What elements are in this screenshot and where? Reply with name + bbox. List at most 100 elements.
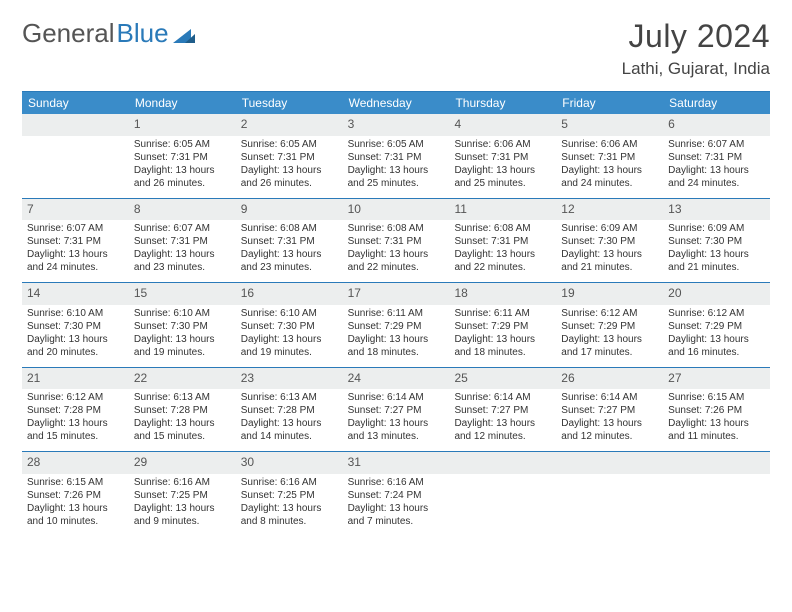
sunset-line: Sunset: 7:31 PM xyxy=(454,151,551,164)
sunset-line: Sunset: 7:31 PM xyxy=(134,235,231,248)
day-cell-empty xyxy=(663,452,770,536)
day-number: 14 xyxy=(22,283,129,305)
day-header-friday: Friday xyxy=(556,92,663,114)
sunset-line: Sunset: 7:26 PM xyxy=(668,404,765,417)
day-number: 23 xyxy=(236,368,343,390)
sunrise-line: Sunrise: 6:12 AM xyxy=(668,307,765,320)
daylight-line: Daylight: 13 hours and 20 minutes. xyxy=(27,333,124,359)
daylight-line: Daylight: 13 hours and 15 minutes. xyxy=(134,417,231,443)
sunrise-line: Sunrise: 6:06 AM xyxy=(561,138,658,151)
daylight-line: Daylight: 13 hours and 23 minutes. xyxy=(241,248,338,274)
day-body: Sunrise: 6:13 AMSunset: 7:28 PMDaylight:… xyxy=(236,389,343,451)
daylight-line: Daylight: 13 hours and 8 minutes. xyxy=(241,502,338,528)
daylight-line: Daylight: 13 hours and 25 minutes. xyxy=(454,164,551,190)
day-number: 21 xyxy=(22,368,129,390)
day-body: Sunrise: 6:09 AMSunset: 7:30 PMDaylight:… xyxy=(663,220,770,282)
day-number: 7 xyxy=(22,199,129,221)
day-body: Sunrise: 6:06 AMSunset: 7:31 PMDaylight:… xyxy=(449,136,556,198)
day-cell-31: 31Sunrise: 6:16 AMSunset: 7:24 PMDayligh… xyxy=(343,452,450,536)
day-number: 18 xyxy=(449,283,556,305)
daylight-line: Daylight: 13 hours and 25 minutes. xyxy=(348,164,445,190)
sunset-line: Sunset: 7:31 PM xyxy=(561,151,658,164)
day-number: 10 xyxy=(343,199,450,221)
logo: GeneralBlue xyxy=(22,18,195,49)
daylight-line: Daylight: 13 hours and 16 minutes. xyxy=(668,333,765,359)
day-cell-24: 24Sunrise: 6:14 AMSunset: 7:27 PMDayligh… xyxy=(343,368,450,452)
day-body: Sunrise: 6:07 AMSunset: 7:31 PMDaylight:… xyxy=(22,220,129,282)
day-number: 25 xyxy=(449,368,556,390)
day-number: 26 xyxy=(556,368,663,390)
sunset-line: Sunset: 7:27 PM xyxy=(454,404,551,417)
daylight-line: Daylight: 13 hours and 17 minutes. xyxy=(561,333,658,359)
day-cell-2: 2Sunrise: 6:05 AMSunset: 7:31 PMDaylight… xyxy=(236,114,343,198)
sunset-line: Sunset: 7:27 PM xyxy=(348,404,445,417)
sunset-line: Sunset: 7:27 PM xyxy=(561,404,658,417)
day-body: Sunrise: 6:08 AMSunset: 7:31 PMDaylight:… xyxy=(343,220,450,282)
sunrise-line: Sunrise: 6:11 AM xyxy=(348,307,445,320)
sunrise-line: Sunrise: 6:10 AM xyxy=(241,307,338,320)
daylight-line: Daylight: 13 hours and 24 minutes. xyxy=(668,164,765,190)
day-number: 31 xyxy=(343,452,450,474)
day-cell-3: 3Sunrise: 6:05 AMSunset: 7:31 PMDaylight… xyxy=(343,114,450,198)
sunset-line: Sunset: 7:31 PM xyxy=(454,235,551,248)
day-cell-17: 17Sunrise: 6:11 AMSunset: 7:29 PMDayligh… xyxy=(343,283,450,367)
sunrise-line: Sunrise: 6:09 AM xyxy=(561,222,658,235)
daylight-line: Daylight: 13 hours and 22 minutes. xyxy=(348,248,445,274)
sunrise-line: Sunrise: 6:14 AM xyxy=(561,391,658,404)
day-body: Sunrise: 6:10 AMSunset: 7:30 PMDaylight:… xyxy=(129,305,236,367)
day-cell-26: 26Sunrise: 6:14 AMSunset: 7:27 PMDayligh… xyxy=(556,368,663,452)
day-number xyxy=(22,114,129,136)
day-header-thursday: Thursday xyxy=(449,92,556,114)
week-row: 1Sunrise: 6:05 AMSunset: 7:31 PMDaylight… xyxy=(22,114,770,198)
daylight-line: Daylight: 13 hours and 18 minutes. xyxy=(348,333,445,359)
daylight-line: Daylight: 13 hours and 14 minutes. xyxy=(241,417,338,443)
week-row: 7Sunrise: 6:07 AMSunset: 7:31 PMDaylight… xyxy=(22,198,770,283)
sunrise-line: Sunrise: 6:12 AM xyxy=(561,307,658,320)
sunrise-line: Sunrise: 6:07 AM xyxy=(668,138,765,151)
day-body: Sunrise: 6:12 AMSunset: 7:29 PMDaylight:… xyxy=(556,305,663,367)
logo-icon xyxy=(173,25,195,43)
sunrise-line: Sunrise: 6:05 AM xyxy=(241,138,338,151)
day-body: Sunrise: 6:14 AMSunset: 7:27 PMDaylight:… xyxy=(343,389,450,451)
day-cell-4: 4Sunrise: 6:06 AMSunset: 7:31 PMDaylight… xyxy=(449,114,556,198)
day-body: Sunrise: 6:08 AMSunset: 7:31 PMDaylight:… xyxy=(236,220,343,282)
day-number: 1 xyxy=(129,114,236,136)
day-cell-23: 23Sunrise: 6:13 AMSunset: 7:28 PMDayligh… xyxy=(236,368,343,452)
day-cell-25: 25Sunrise: 6:14 AMSunset: 7:27 PMDayligh… xyxy=(449,368,556,452)
sunset-line: Sunset: 7:28 PM xyxy=(27,404,124,417)
day-body: Sunrise: 6:10 AMSunset: 7:30 PMDaylight:… xyxy=(22,305,129,367)
day-number: 6 xyxy=(663,114,770,136)
sunrise-line: Sunrise: 6:11 AM xyxy=(454,307,551,320)
day-cell-12: 12Sunrise: 6:09 AMSunset: 7:30 PMDayligh… xyxy=(556,199,663,283)
day-header-tuesday: Tuesday xyxy=(236,92,343,114)
day-body: Sunrise: 6:11 AMSunset: 7:29 PMDaylight:… xyxy=(449,305,556,367)
day-cell-30: 30Sunrise: 6:16 AMSunset: 7:25 PMDayligh… xyxy=(236,452,343,536)
day-cell-6: 6Sunrise: 6:07 AMSunset: 7:31 PMDaylight… xyxy=(663,114,770,198)
day-header-monday: Monday xyxy=(129,92,236,114)
day-cell-28: 28Sunrise: 6:15 AMSunset: 7:26 PMDayligh… xyxy=(22,452,129,536)
day-header-row: SundayMondayTuesdayWednesdayThursdayFrid… xyxy=(22,92,770,114)
sunset-line: Sunset: 7:28 PM xyxy=(241,404,338,417)
sunset-line: Sunset: 7:30 PM xyxy=(241,320,338,333)
day-number: 16 xyxy=(236,283,343,305)
daylight-line: Daylight: 13 hours and 9 minutes. xyxy=(134,502,231,528)
day-cell-15: 15Sunrise: 6:10 AMSunset: 7:30 PMDayligh… xyxy=(129,283,236,367)
page-header: GeneralBlue July 2024 Lathi, Gujarat, In… xyxy=(22,18,770,79)
day-body: Sunrise: 6:07 AMSunset: 7:31 PMDaylight:… xyxy=(663,136,770,198)
day-cell-empty xyxy=(22,114,129,198)
day-cell-5: 5Sunrise: 6:06 AMSunset: 7:31 PMDaylight… xyxy=(556,114,663,198)
day-number: 15 xyxy=(129,283,236,305)
day-number: 8 xyxy=(129,199,236,221)
sunset-line: Sunset: 7:25 PM xyxy=(241,489,338,502)
sunset-line: Sunset: 7:25 PM xyxy=(134,489,231,502)
day-number: 3 xyxy=(343,114,450,136)
sunset-line: Sunset: 7:29 PM xyxy=(668,320,765,333)
day-body: Sunrise: 6:13 AMSunset: 7:28 PMDaylight:… xyxy=(129,389,236,451)
sunrise-line: Sunrise: 6:14 AM xyxy=(348,391,445,404)
day-number: 11 xyxy=(449,199,556,221)
sunrise-line: Sunrise: 6:07 AM xyxy=(134,222,231,235)
day-cell-13: 13Sunrise: 6:09 AMSunset: 7:30 PMDayligh… xyxy=(663,199,770,283)
day-number: 2 xyxy=(236,114,343,136)
daylight-line: Daylight: 13 hours and 10 minutes. xyxy=(27,502,124,528)
daylight-line: Daylight: 13 hours and 7 minutes. xyxy=(348,502,445,528)
